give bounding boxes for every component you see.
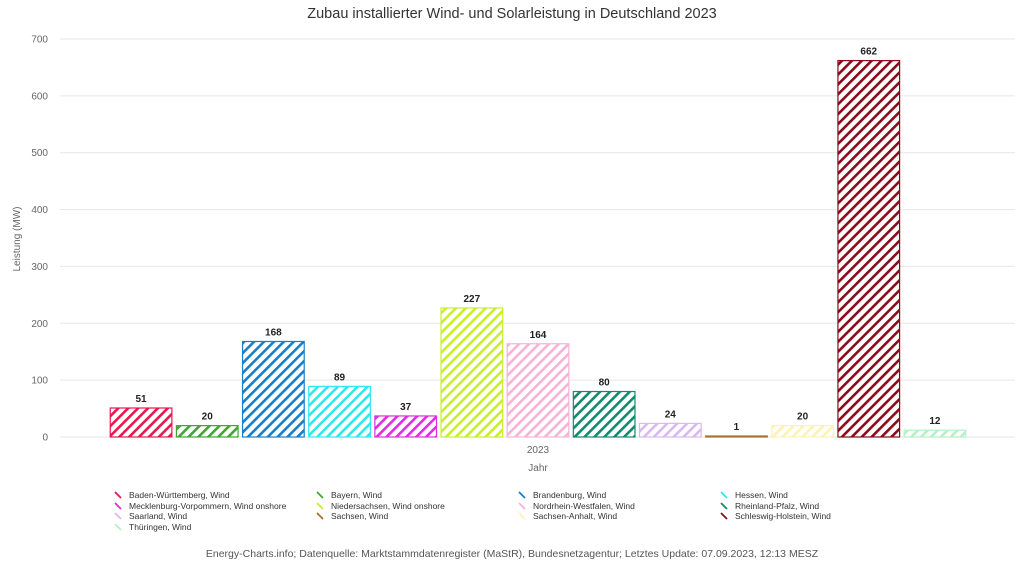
- bar-value-label: 37: [400, 402, 412, 413]
- y-axis-title: Leistung (MW): [12, 206, 23, 271]
- bar-value-label: 12: [929, 416, 941, 427]
- footer-source: Energy-Charts.info; Datenquelle: Marktst…: [205, 548, 819, 560]
- legend-label: Saarland, Wind: [129, 511, 188, 522]
- legend-item[interactable]: Brandenburg, Wind: [516, 490, 718, 501]
- legend-item[interactable]: Mecklenburg-Vorpommern, Wind onshore: [112, 501, 314, 512]
- bar-value-label: 1: [734, 422, 740, 433]
- legend-item[interactable]: Niedersachsen, Wind onshore: [314, 501, 516, 512]
- legend-swatch-icon: [720, 502, 728, 510]
- legend-swatch-icon: [518, 512, 526, 520]
- bar[interactable]: [175, 425, 239, 438]
- legend-label: Rheinland-Pfalz, Wind: [735, 500, 820, 511]
- legend-label: Mecklenburg-Vorpommern, Wind onshore: [129, 500, 287, 511]
- legend-swatch-icon: [316, 491, 324, 499]
- bar[interactable]: [837, 60, 901, 438]
- bars: 51 20 168 89 37 227 164 80 24 1 20 662 12: [109, 47, 967, 438]
- x-axis-title: Jahr: [528, 463, 548, 474]
- legend-item[interactable]: Hessen, Wind: [718, 490, 920, 501]
- legend-swatch-icon: [720, 512, 728, 520]
- legend-label: Sachsen-Anhalt, Wind: [533, 511, 618, 522]
- legend-label: Niedersachsen, Wind onshore: [331, 500, 445, 511]
- bar[interactable]: [638, 422, 702, 438]
- legend-label: Bayern, Wind: [331, 490, 383, 501]
- legend-item[interactable]: Bayern, Wind: [314, 490, 516, 501]
- legend-label: Brandenburg, Wind: [533, 490, 607, 501]
- bar[interactable]: [903, 429, 967, 438]
- bar-value-label: 20: [797, 412, 809, 423]
- legend-item[interactable]: Thüringen, Wind: [112, 522, 314, 533]
- y-tick-label: 200: [31, 319, 48, 330]
- y-tick-label: 0: [42, 433, 48, 444]
- legend-label: Thüringen, Wind: [129, 521, 192, 532]
- legend-swatch-icon: [316, 512, 324, 520]
- bar-value-label: 662: [860, 47, 877, 58]
- bar-value-label: 168: [265, 327, 282, 338]
- legend-swatch-icon: [316, 502, 324, 510]
- y-tick-label: 600: [31, 91, 48, 102]
- bar[interactable]: [705, 435, 768, 438]
- legend-swatch-icon: [114, 491, 122, 499]
- y-tick-label: 700: [31, 35, 48, 46]
- chart-title: Zubau installierter Wind- und Solarleist…: [307, 6, 716, 22]
- legend-label: Baden-Württemberg, Wind: [129, 490, 230, 501]
- bar-value-label: 227: [464, 294, 481, 305]
- x-tick-label: 2023: [527, 445, 550, 456]
- legend-swatch-icon: [518, 502, 526, 510]
- bar[interactable]: [241, 340, 305, 438]
- y-tick-label: 100: [31, 376, 48, 387]
- legend-swatch-icon: [114, 523, 122, 531]
- bar-value-label: 80: [599, 378, 611, 389]
- legend-swatch-icon: [518, 491, 526, 499]
- bar[interactable]: [308, 385, 371, 438]
- legend: Baden-Württemberg, Wind Bayern, Wind Brand…: [112, 490, 932, 532]
- bar[interactable]: [572, 390, 636, 438]
- legend-item[interactable]: Sachsen, Wind: [314, 511, 516, 522]
- legend-item[interactable]: Sachsen-Anhalt, Wind: [516, 511, 718, 522]
- y-tick-label: 400: [31, 205, 48, 216]
- legend-swatch-icon: [114, 512, 122, 520]
- bar-value-label: 89: [334, 372, 346, 383]
- legend-item[interactable]: Rheinland-Pfalz, Wind: [718, 501, 920, 512]
- bar[interactable]: [440, 307, 504, 438]
- bar-value-label: 24: [665, 409, 677, 420]
- legend-swatch-icon: [114, 502, 122, 510]
- bar-value-label: 20: [202, 412, 214, 423]
- bar[interactable]: [109, 407, 173, 438]
- y-tick-label: 500: [31, 148, 48, 159]
- legend-item[interactable]: Schleswig-Holstein, Wind: [718, 511, 920, 522]
- legend-item[interactable]: Baden-Württemberg, Wind: [112, 490, 314, 501]
- bar[interactable]: [506, 343, 570, 438]
- legend-item[interactable]: Nordrhein-Westfalen, Wind: [516, 501, 718, 512]
- legend-label: Nordrhein-Westfalen, Wind: [533, 500, 635, 511]
- legend-item[interactable]: Saarland, Wind: [112, 511, 314, 522]
- y-axis-ticks: 0 100 200 300 400 500 600 700: [31, 35, 48, 444]
- bar[interactable]: [771, 425, 835, 438]
- legend-swatch-icon: [720, 491, 728, 499]
- y-tick-label: 300: [31, 262, 48, 273]
- bar-value-label: 51: [136, 394, 148, 405]
- legend-label: Schleswig-Holstein, Wind: [735, 511, 831, 522]
- bar[interactable]: [374, 415, 438, 438]
- x-axis-ticks: 2023: [527, 445, 550, 456]
- legend-label: Hessen, Wind: [735, 490, 788, 501]
- legend-label: Sachsen, Wind: [331, 511, 389, 522]
- bar-value-label: 164: [530, 330, 547, 341]
